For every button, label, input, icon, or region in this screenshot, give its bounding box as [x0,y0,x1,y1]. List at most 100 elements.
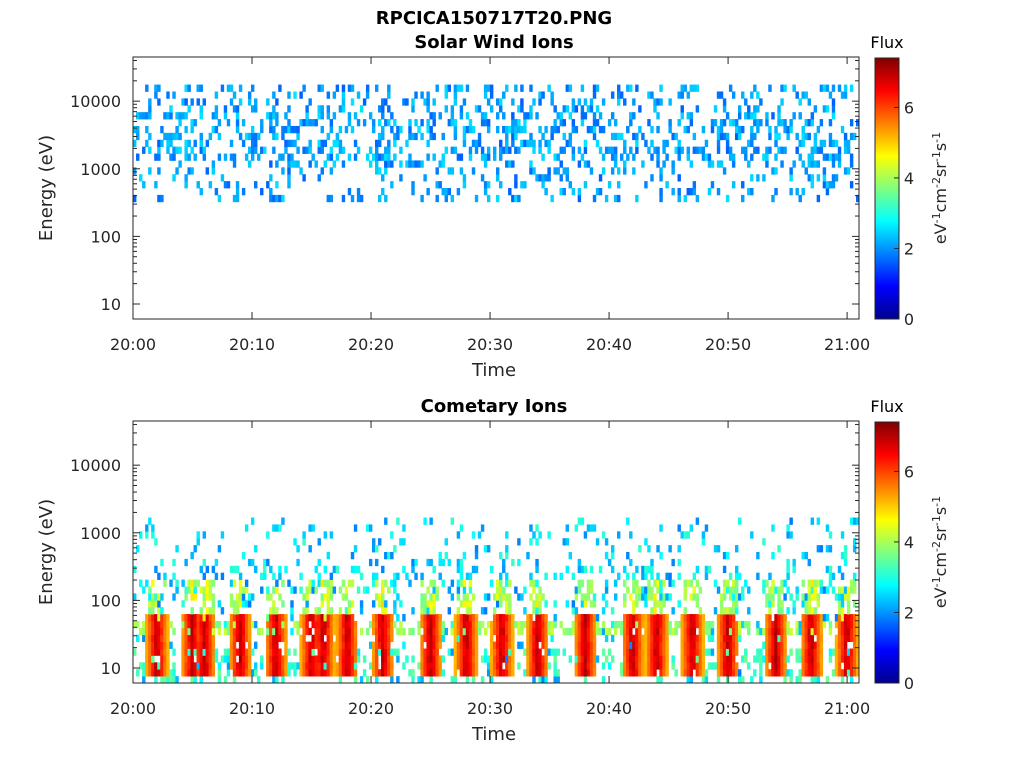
spectrogram-cell [468,586,473,594]
spectrogram-cell [698,620,703,629]
spectrogram-cell [353,676,358,684]
spectrogram-cell [541,662,545,670]
spectrogram-cell [238,600,243,608]
spectrogram-cell [299,669,303,677]
spectrogram-cell [133,125,137,134]
spectrogram-cell [662,648,666,656]
spectrogram-cell [326,669,331,677]
spectrogram-cell [656,655,660,663]
spectrogram-cell [810,579,815,587]
spectrogram-cell [583,181,588,189]
spectrogram-cell [620,91,624,99]
spectrogram-cell [529,614,533,622]
spectrogram-cell [483,112,488,120]
spectrogram-cell [677,558,681,567]
spectrogram-cell [378,593,382,601]
spectrogram-cell [728,620,733,629]
spectrogram-cell [247,669,252,677]
spectrogram-cell [229,620,234,629]
spectrogram-cell [508,600,512,608]
spectrogram-cell [783,676,787,684]
spectrogram-cell [686,627,690,636]
spectrogram-cell [659,188,663,196]
spectrogram-cell [598,565,603,574]
spectrogram-cell [387,119,391,127]
spectrogram-cell [145,139,149,148]
spectrogram-cell [852,614,857,622]
spectrogram-cell [166,614,170,622]
spectrogram-cell [665,641,669,649]
spectrogram-cell [819,614,824,622]
spectrogram-cell [544,655,548,663]
spectrogram-cell [855,620,860,629]
spectrogram-cell [208,627,213,636]
spectrogram-cell [825,586,830,594]
spectrogram-cell [656,600,660,608]
spectrogram-cell [480,174,485,182]
spectrogram-cell [278,194,282,203]
spectrogram-cell [387,105,391,113]
spectrogram-cell [499,586,503,594]
spectrogram-cell [505,125,509,134]
spectrogram-cell [722,662,727,670]
spectrogram-cell [553,105,557,113]
spectrogram-cell [701,125,706,134]
spectrogram-cell [756,91,760,99]
spectrogram-cell [432,586,436,594]
spectrogram-cell [356,146,361,154]
spectrogram-cell [341,194,346,203]
spectrogram-cell [623,600,627,608]
spectrogram-cell [238,655,243,663]
spectrogram-cell [341,627,346,636]
spectrogram-cell [828,132,833,141]
spectrogram-cell [205,627,210,636]
spectrogram-cell [840,655,845,663]
spectrogram-cell [378,132,382,141]
spectrogram-cell [789,627,793,636]
spectrogram-cell [450,627,455,636]
spectrogram-cell [453,676,458,684]
spectrogram-cell [789,669,793,677]
spectrogram-cell [653,579,657,587]
spectrogram-cell [375,662,379,670]
spectrogram-cell [275,112,279,120]
spectrogram-cell [359,572,364,580]
spectrogram-cell [535,655,539,663]
spectrogram-cell [653,593,657,601]
spectrogram-cell [474,627,479,636]
spectrogram-cell [738,132,742,141]
spectrogram-cell [668,572,672,580]
spectrogram-cell [574,634,579,643]
spectrogram-cell [426,153,430,161]
spectrogram-cell [822,105,827,113]
spectrogram-cell [405,655,409,663]
spectrogram-cell [459,655,464,663]
spectrogram-cell [610,153,615,161]
spectrogram-cell [753,105,757,113]
spectrogram-cell [235,648,240,656]
spectrogram-cell [843,627,848,636]
spectrogram-cell [704,139,709,148]
spectrogram-cell [511,627,515,636]
spectrogram-cell [393,600,397,608]
spectrogram-cell [707,565,712,574]
spectrogram-cell [166,655,170,663]
spectrogram-cell [208,669,213,677]
spectrogram-cell [151,627,155,636]
spectrogram-cell [329,648,334,656]
colorbar-unit-label: eV-1cm-2sr-1s-1 [930,496,950,608]
spectrogram-cell [532,586,536,594]
spectrogram-cell [281,167,285,175]
spectrogram-cell [722,579,727,587]
spectrogram-cell [577,579,582,587]
spectrogram-cell [816,648,821,656]
spectrogram-cell [148,669,152,677]
spectrogram-cell [157,593,161,601]
spectrogram-cell [632,98,636,106]
spectrogram-cell [499,655,503,663]
spectrogram-cell [272,524,276,532]
spectrogram-cell [432,641,436,649]
spectrogram-cell [492,655,497,663]
spectrogram-cell [816,655,821,663]
spectrogram-cell [432,132,436,141]
